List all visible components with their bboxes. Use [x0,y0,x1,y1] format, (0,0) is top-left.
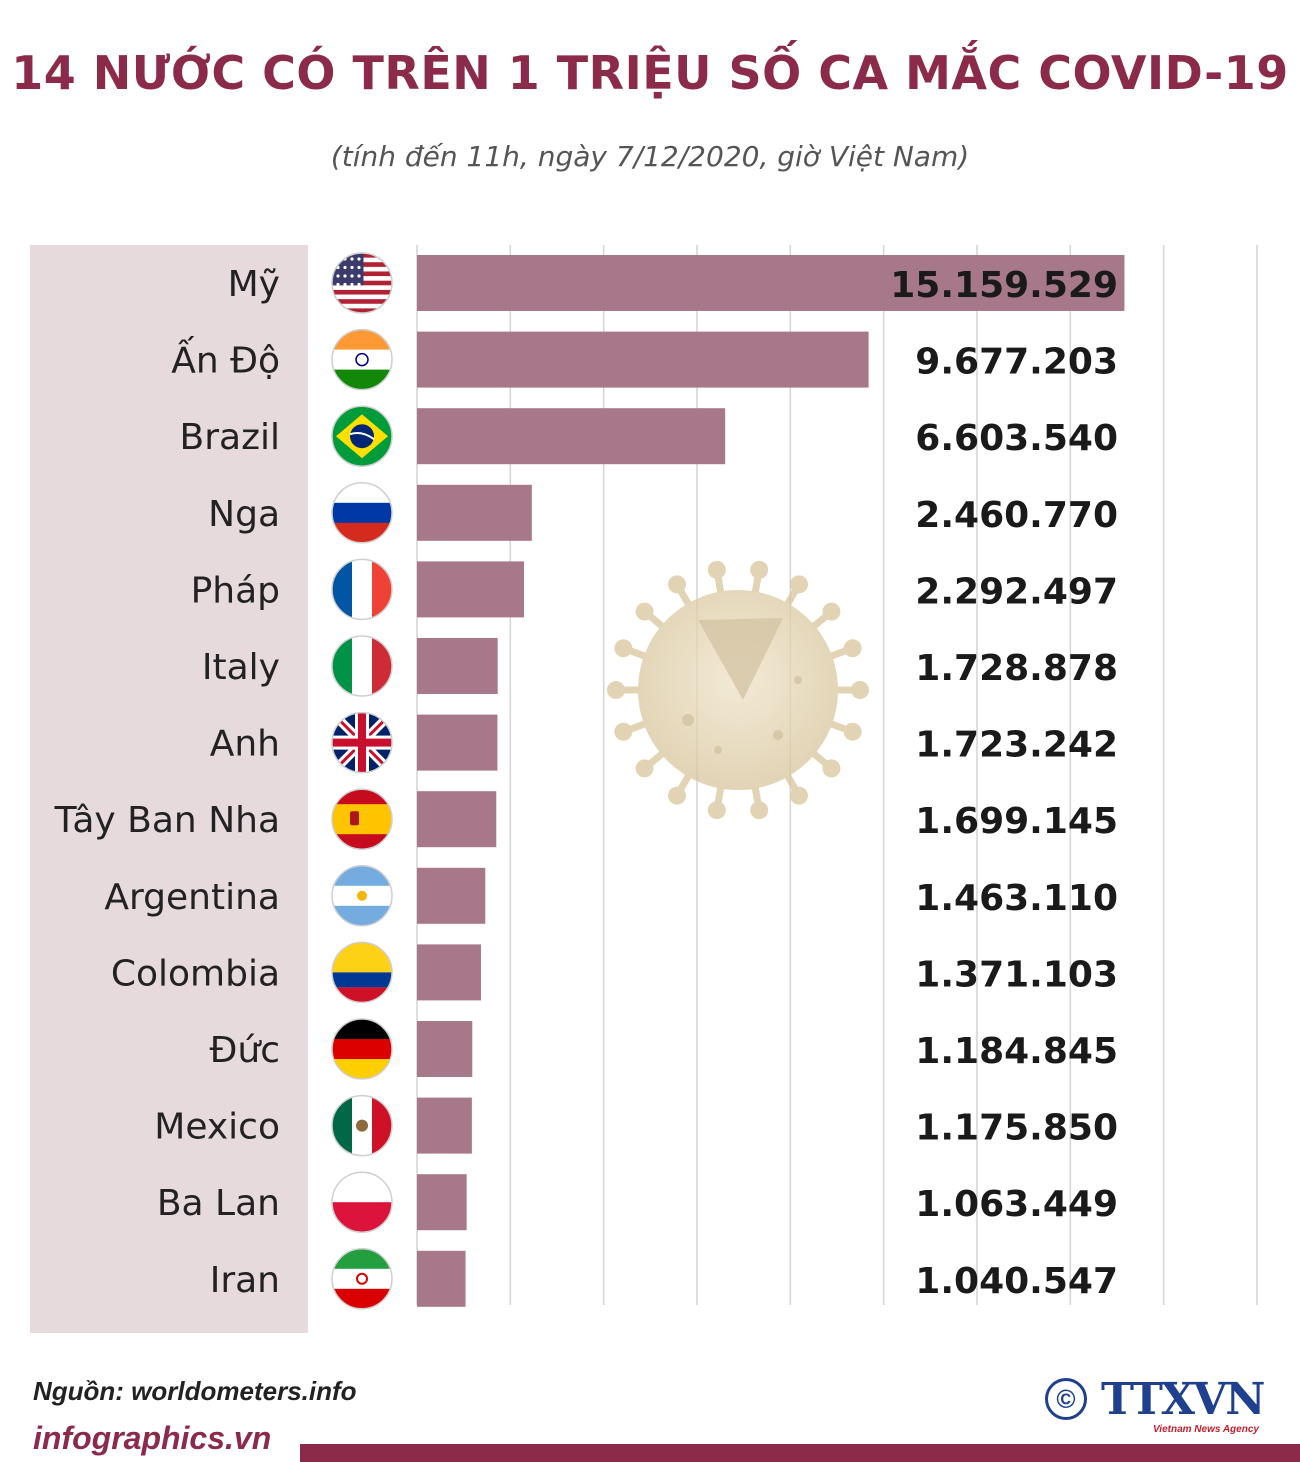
flag-border [331,252,393,314]
italy-flag-icon [332,636,392,696]
category-label: Italy [202,647,280,688]
virus-spike-tip [607,681,625,699]
virus-spike-tip [822,602,841,621]
virus-spike-tip [750,801,769,820]
bar-7 [417,791,497,848]
flag-border [331,558,393,621]
virus-spike-tip [668,575,686,594]
virus-illustration [607,560,869,820]
category-label: Mỹ [228,264,280,305]
bar-6 [417,714,498,771]
us-flag-icon [332,253,392,313]
site-link[interactable]: infographics.vn [33,1420,272,1456]
bar-11 [417,1097,472,1154]
copyright-icon: © [1045,1378,1087,1420]
france-flag-icon [332,559,392,620]
spain-flag-icon [332,789,392,850]
value-label: 1.371.103 [915,954,1118,995]
flag-border [331,1094,393,1157]
bar-5 [417,638,498,694]
bar-4 [417,561,524,618]
virus-spike-tip [668,786,686,805]
flag-border [331,482,393,544]
value-label: 1.463.110 [915,878,1118,919]
flag-border [331,941,393,1004]
virus-spike-tip [635,759,654,778]
value-label: 15.159.529 [890,265,1118,306]
flag-border [331,328,393,391]
bar-13 [417,1250,466,1307]
category-label: Ba Lan [157,1183,280,1224]
bar-2 [417,408,726,465]
flag-border [331,1171,393,1233]
source-note: Nguồn: worldometers.info [33,1376,357,1406]
virus-spike-tip [790,786,808,805]
brazil-flag-icon [332,406,392,467]
virus-spike-tip [614,639,633,658]
category-label: Ấn Độ [171,336,280,382]
bar-10 [417,1021,473,1077]
value-label: 9.677.203 [915,342,1118,383]
flag-border [331,1248,393,1310]
category-label: Argentina [104,877,280,918]
virus-spike-tip [750,560,769,579]
value-label: 1.699.145 [915,801,1118,842]
flag-border [331,405,393,467]
bar-chart: Mỹ Ấn Độ Brazil Nga Pháp Italy Anh Tây Ban Nha A… [54,245,1258,1310]
value-label: 6.603.540 [915,418,1118,459]
value-label: 1.175.850 [915,1108,1118,1149]
virus-spike-tip [635,602,654,621]
india-flag-icon [332,329,392,390]
germany-flag-icon [332,1019,392,1079]
bar-3 [417,484,532,541]
category-label: Brazil [180,417,280,458]
virus-spike-tip [707,560,726,579]
ttxvn-logo: © TTXVN Vietnam News Agency [1045,1374,1275,1438]
virus-spike-tip [843,639,862,658]
value-label: 1.040.547 [915,1261,1118,1302]
value-label: 2.292.497 [915,571,1118,612]
uk-flag-icon [332,712,392,773]
category-label: Colombia [111,953,280,994]
bar-1 [417,331,869,388]
virus-spike-tip [822,759,841,778]
bar-9 [417,944,481,1001]
flag-border [331,865,393,927]
agency-name: Vietnam News Agency [1153,1424,1259,1435]
flag-border [331,1018,393,1080]
mexico-flag-icon [332,1095,392,1156]
value-label: 1.728.878 [915,648,1118,689]
category-label: Tây Ban Nha [54,800,280,841]
category-label: Đức [209,1030,280,1071]
argentina-flag-icon [332,865,392,926]
virus-spike-tip [843,722,862,741]
logo-text: TTXVN [1101,1374,1265,1425]
country-label-panel [30,245,308,1333]
category-label: Nga [208,494,280,535]
category-label: Pháp [191,570,280,611]
virus-spike-tip [790,575,808,594]
flag-border [331,635,393,697]
bar-12 [417,1174,467,1231]
category-label: Anh [210,724,280,765]
footer-band [0,1444,1300,1462]
category-label: Mexico [154,1107,280,1148]
flag-border [331,711,393,774]
category-label: Iran [210,1260,280,1301]
value-label: 1.184.845 [915,1031,1118,1072]
bar-8 [417,867,486,924]
bar-0 [417,255,1125,311]
value-label: 2.460.770 [915,495,1118,536]
chart-subtitle: (tính đến 11h, ngày 7/12/2020, giờ Việt … [330,140,970,173]
virus-spike-tip [707,801,726,820]
value-label: 1.723.242 [915,725,1118,766]
iran-flag-icon [332,1248,392,1309]
flag-border [331,788,393,850]
chart-title: 14 NƯỚC CÓ TRÊN 1 TRIỆU SỐ CA MẮC COVID-… [11,46,1289,100]
value-label: 1.063.449 [915,1184,1118,1225]
virus-spike-tip [851,681,869,699]
russia-flag-icon [332,482,392,543]
virus-spike-tip [614,722,633,741]
footer-tab [0,1418,300,1462]
